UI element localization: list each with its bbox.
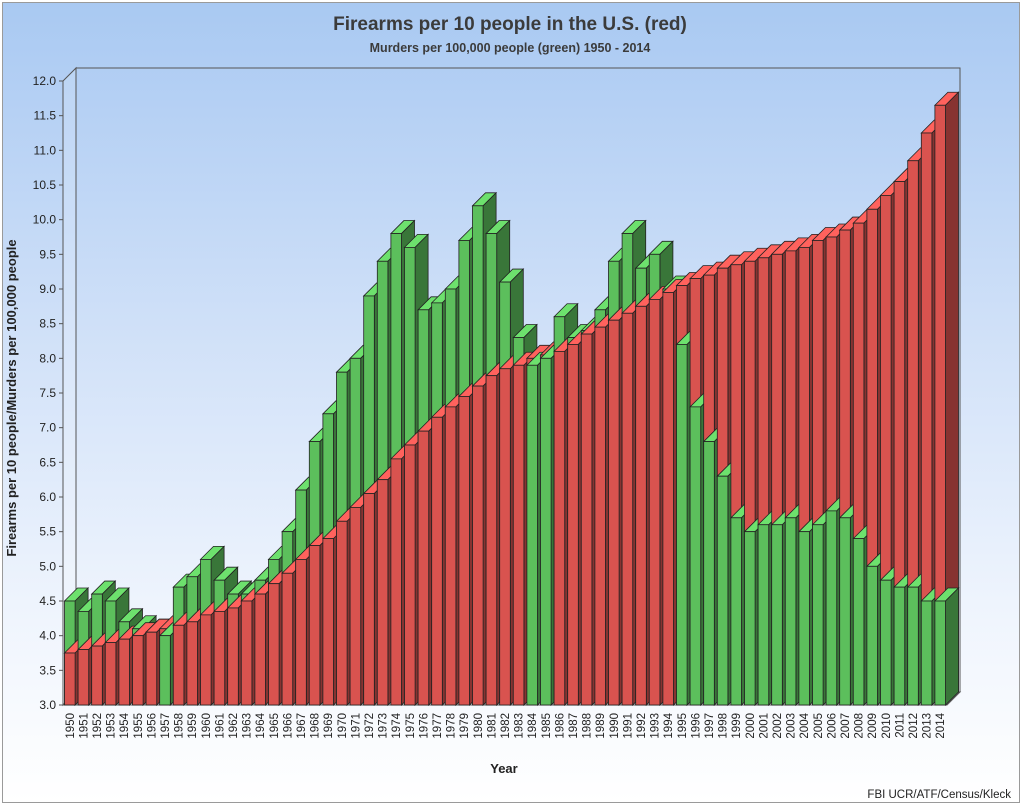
x-tick-label: 1992 [636, 713, 648, 739]
x-tick-label: 1971 [350, 713, 362, 739]
x-tick-label: 1990 [609, 713, 621, 739]
y-tick-label: 3.0 [39, 698, 56, 712]
x-tick-label: 2002 [772, 713, 784, 739]
x-tick-label: 1983 [514, 713, 526, 739]
x-tick-label: 1979 [459, 713, 471, 739]
x-tick-label: 1980 [473, 713, 485, 739]
x-tick-label: 1988 [582, 713, 594, 739]
x-tick-label: 1950 [65, 713, 77, 739]
x-tick-label: 1989 [595, 713, 607, 739]
x-tick-label: 1970 [337, 713, 349, 739]
x-tick-label: 1975 [405, 713, 417, 739]
bars-group [63, 91, 960, 706]
x-tick-label: 2013 [922, 713, 934, 739]
y-tick-label: 7.5 [39, 386, 56, 400]
x-tick-label: 1960 [201, 713, 213, 739]
x-tick-label: 1986 [554, 713, 566, 739]
x-tick-label: 1973 [378, 713, 390, 739]
x-tick-label: 1991 [622, 713, 634, 739]
y-tick-label: 9.0 [39, 282, 56, 296]
x-tick-label: 2001 [758, 713, 770, 739]
chart-title: Firearms per 10 people in the U.S. (red) [333, 14, 687, 35]
x-tick-label: 1957 [160, 713, 172, 739]
x-tick-label: 2005 [813, 713, 825, 739]
x-tick-label: 1981 [486, 713, 498, 739]
x-tick-label: 1984 [527, 712, 539, 738]
x-tick-label: 1965 [269, 713, 281, 739]
x-tick-label: 1963 [242, 713, 254, 739]
x-tick-label: 2009 [867, 713, 879, 739]
x-tick-label: 1953 [106, 713, 118, 739]
x-tick-label: 1974 [391, 712, 403, 738]
x-tick-label: 1994 [663, 712, 675, 738]
x-tick-label: 1967 [296, 713, 308, 739]
x-tick-label: 1997 [704, 713, 716, 739]
y-tick-label: 8.5 [39, 317, 56, 331]
x-tick-label: 1987 [568, 713, 580, 739]
x-tick-label: 2014 [935, 712, 947, 738]
x-tick-label: 1968 [310, 713, 322, 739]
x-tick-label: 2004 [799, 712, 811, 738]
source-note: FBI UCR/ATF/Census/Kleck [867, 789, 1011, 801]
x-tick-label: 1993 [650, 713, 662, 739]
x-tick-label: 1995 [677, 713, 689, 739]
x-tick-label: 1958 [174, 713, 186, 739]
x-tick-label: 1959 [187, 713, 199, 739]
x-axis-label: Year [490, 761, 517, 776]
x-tick-label: 1977 [432, 713, 444, 739]
x-tick-label: 1998 [718, 713, 730, 739]
y-axis-ticks: 3.0 3.5 4.0 4.5 5.0 5.5 6.0 6.5 7.0 7.5 8.0 8.5 9.0 9… [33, 74, 63, 712]
x-tick-label: 1956 [146, 713, 158, 739]
y-tick-label: 9.5 [39, 247, 56, 261]
x-tick-label: 1976 [418, 713, 430, 739]
y-tick-label: 12.0 [33, 74, 57, 88]
x-tick-label: 1969 [323, 713, 335, 739]
x-tick-label: 1972 [364, 713, 376, 739]
x-tick-label: 1982 [500, 713, 512, 739]
x-tick-label: 2006 [826, 713, 838, 739]
y-tick-label: 6.0 [39, 490, 56, 504]
y-tick-label: 6.5 [39, 455, 56, 469]
x-tick-label: 1985 [541, 713, 553, 739]
x-axis-ticks: 1950 1951 1952 1953 1954 1955 1956 1957 1958 1959… [65, 712, 947, 738]
x-tick-label: 1966 [282, 713, 294, 739]
y-tick-label: 11.5 [34, 109, 57, 123]
x-tick-label: 2011 [894, 713, 906, 738]
chart-canvas: Firearms per 10 people in the U.S. (red)… [4, 14, 1011, 801]
y-tick-label: 5.5 [39, 525, 56, 539]
x-tick-label: 1952 [92, 713, 104, 739]
x-tick-label: 1999 [731, 713, 743, 739]
x-tick-label: 1962 [228, 713, 240, 739]
x-tick-label: 2003 [786, 713, 798, 739]
x-tick-label: 2010 [881, 713, 893, 739]
y-tick-label: 5.0 [39, 559, 56, 573]
y-tick-label: 10.5 [33, 178, 57, 192]
x-tick-label: 1964 [255, 712, 267, 738]
x-tick-label: 1951 [78, 713, 90, 739]
x-tick-label: 2008 [854, 713, 866, 739]
y-tick-label: 10.0 [33, 213, 57, 227]
chart-subtitle: Murders per 100,000 people (green) 1950 … [370, 41, 651, 55]
x-tick-label: 2000 [745, 713, 757, 739]
y-axis-label: Firearms per 10 people/Murders per 100,0… [4, 239, 19, 556]
x-tick-label: 1961 [214, 713, 226, 739]
bar-murders-2014 [933, 587, 960, 706]
x-tick-label: 1978 [446, 713, 458, 739]
y-tick-label: 4.5 [39, 594, 56, 608]
y-tick-label: 11.0 [34, 143, 57, 157]
x-tick-label: 1955 [133, 713, 145, 739]
x-tick-label: 1954 [119, 712, 131, 738]
x-tick-label: 2007 [840, 713, 852, 739]
x-tick-label: 1996 [690, 713, 702, 739]
x-tick-label: 2012 [908, 713, 920, 739]
y-tick-label: 4.0 [39, 629, 56, 643]
y-tick-label: 7.0 [39, 421, 56, 435]
y-tick-label: 8.0 [39, 351, 56, 365]
y-tick-label: 3.5 [39, 663, 56, 677]
